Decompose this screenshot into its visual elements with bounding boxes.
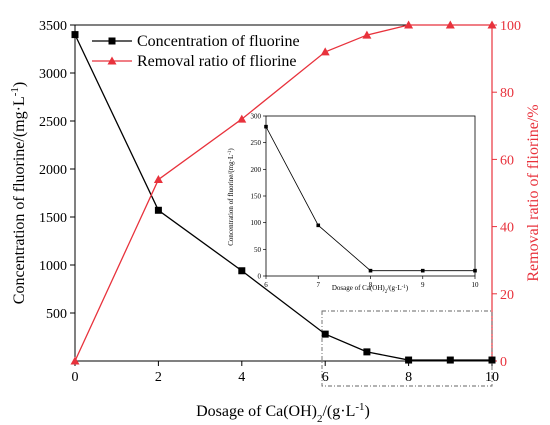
inset-frame: [265, 115, 476, 277]
data-point-concentration: [363, 348, 371, 356]
data-point-removal: [487, 20, 497, 29]
legend-marker-square: [108, 37, 116, 45]
inset-y-tick-label: 300: [251, 113, 262, 121]
x-tick-label: 2: [155, 370, 162, 385]
legend-marker-triangle: [107, 56, 117, 65]
data-point-removal: [320, 47, 330, 56]
inset-x-tick-label: 9: [421, 281, 425, 289]
data-point-concentration: [488, 356, 496, 364]
y-right-tick-label: 80: [500, 86, 514, 101]
inset-data-point: [420, 268, 425, 273]
y-left-tick-label: 2000: [39, 163, 67, 178]
inset-data-point: [368, 268, 373, 273]
inset-y-tick-label: 0: [258, 273, 262, 281]
data-point-concentration: [446, 356, 454, 364]
inset-data-point: [264, 124, 268, 129]
legend-label-concentration: Concentration of fluorine: [137, 33, 300, 50]
data-point-concentration: [154, 206, 162, 214]
inset-y-tick-label: 150: [251, 193, 262, 201]
inset-x-tick-label: 8: [369, 281, 373, 289]
series-line-1: [74, 24, 492, 362]
inset-x-axis-title: Dosage of Ca(OH)2/(g·L-1): [332, 284, 409, 295]
inset-x-tick-label: 6: [264, 281, 268, 289]
x-axis-title: Dosage of Ca(OH)2/(g·L-1): [196, 401, 370, 425]
inset-y-tick-label: 250: [251, 139, 262, 147]
data-point-removal: [404, 20, 414, 29]
x-tick-label: 4: [238, 370, 245, 385]
y-left-tick-label: 3000: [39, 67, 67, 82]
inset-data-point: [473, 268, 477, 273]
inset-data-point: [316, 223, 321, 228]
data-point-removal: [237, 114, 247, 123]
y-left-tick-label: 3500: [39, 19, 67, 34]
x-tick-label: 8: [405, 370, 412, 385]
inset-y-tick-label: 100: [251, 219, 262, 227]
y-axis-title-left: Concentration of fluorine/(mg·L-1): [9, 82, 28, 304]
y-axis-title-right: Removal ratio of fliorine/%: [525, 104, 542, 281]
inset-y-axis-title: Concentration of fluorine/(mg·L-1): [227, 148, 235, 246]
legend-label-removal: Removal ratio of fliorine: [137, 53, 297, 70]
zoom-region-box: [321, 310, 493, 387]
x-tick-label: 6: [322, 370, 329, 385]
x-tick-label: 0: [72, 370, 79, 385]
y-right-tick-label: 40: [500, 221, 514, 236]
data-point-removal: [153, 175, 163, 184]
y-left-tick-label: 500: [46, 307, 67, 322]
y-right-tick-label: 100: [500, 19, 521, 34]
y-left-tick-label: 2500: [39, 115, 67, 130]
series-line-0: [74, 34, 492, 361]
data-point-concentration: [71, 31, 79, 39]
inset-y-tick-label: 50: [254, 246, 262, 254]
inset-x-tick-label: 7: [317, 281, 321, 289]
data-point-concentration: [405, 356, 413, 364]
y-left-tick-label: 1000: [39, 259, 67, 274]
data-point-removal: [445, 20, 455, 29]
data-point-removal: [362, 30, 372, 39]
data-point-concentration: [238, 267, 246, 275]
y-right-tick-label: 0: [500, 355, 507, 370]
data-point-concentration: [321, 330, 329, 338]
data-point-removal: [70, 356, 80, 365]
legend: Concentration of fluorine Removal ratio …: [92, 33, 300, 70]
inset-x-tick-label: 10: [472, 281, 480, 289]
y-left-tick-label: 1500: [39, 211, 67, 226]
y-right-tick-label: 60: [500, 153, 514, 168]
y-right-tick-label: 20: [500, 288, 514, 303]
inset-y-tick-label: 200: [251, 166, 262, 174]
